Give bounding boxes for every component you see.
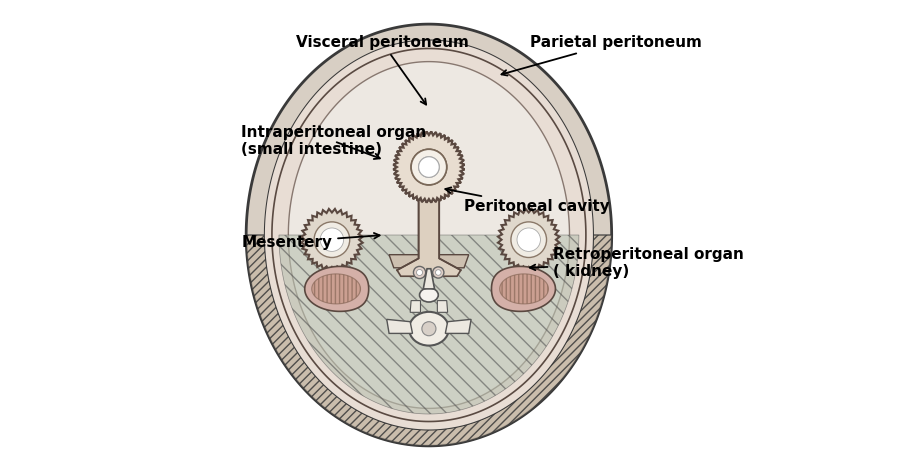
Polygon shape: [437, 301, 447, 313]
Circle shape: [433, 267, 444, 278]
Polygon shape: [288, 62, 570, 408]
Circle shape: [320, 228, 344, 251]
Circle shape: [418, 157, 439, 177]
Polygon shape: [247, 24, 612, 446]
Circle shape: [417, 269, 423, 275]
Circle shape: [411, 149, 446, 185]
Circle shape: [413, 266, 426, 279]
Text: Intraperitoneal organ
(small intestine): Intraperitoneal organ (small intestine): [241, 125, 427, 159]
Polygon shape: [279, 235, 579, 414]
Polygon shape: [498, 209, 560, 270]
Polygon shape: [302, 209, 363, 270]
Circle shape: [314, 222, 350, 258]
Polygon shape: [393, 132, 464, 203]
Circle shape: [511, 222, 546, 258]
Polygon shape: [305, 266, 369, 312]
Text: Retroperitoneal organ
( kidney): Retroperitoneal organ ( kidney): [530, 247, 744, 279]
Ellipse shape: [409, 312, 449, 345]
Circle shape: [418, 157, 439, 177]
Polygon shape: [500, 274, 548, 304]
Circle shape: [436, 270, 441, 275]
Text: Visceral peritoneum: Visceral peritoneum: [295, 35, 469, 104]
Polygon shape: [397, 200, 461, 276]
Polygon shape: [265, 40, 593, 430]
Text: Peritoneal cavity: Peritoneal cavity: [446, 188, 610, 214]
Ellipse shape: [419, 288, 438, 302]
Polygon shape: [491, 266, 555, 312]
Polygon shape: [387, 319, 412, 333]
Polygon shape: [446, 319, 471, 333]
Polygon shape: [311, 274, 361, 304]
Polygon shape: [389, 255, 469, 268]
Polygon shape: [393, 132, 464, 203]
Polygon shape: [265, 40, 593, 430]
Polygon shape: [410, 301, 420, 313]
Polygon shape: [423, 269, 435, 289]
Circle shape: [422, 321, 436, 336]
Text: Parietal peritoneum: Parietal peritoneum: [501, 35, 701, 76]
Circle shape: [411, 149, 446, 185]
Text: Mesentery: Mesentery: [241, 233, 380, 250]
Circle shape: [517, 228, 540, 251]
Polygon shape: [247, 235, 612, 446]
